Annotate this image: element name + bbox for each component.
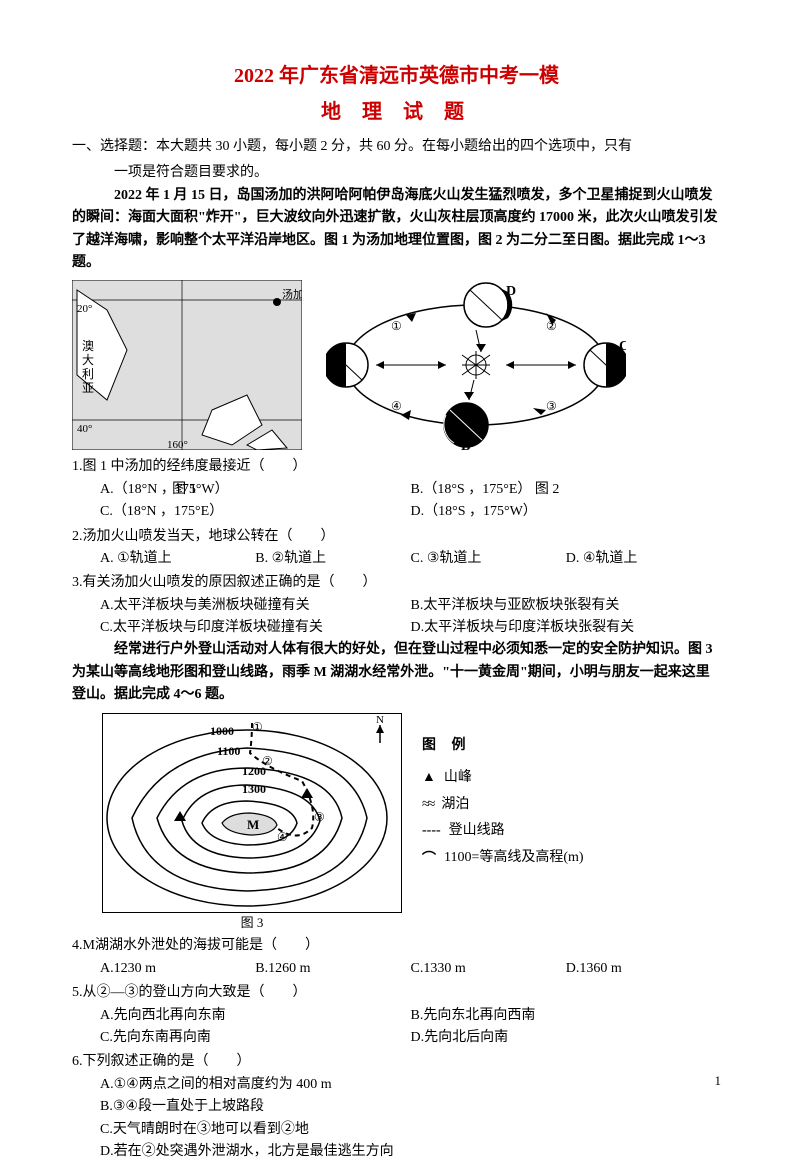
- q2-opt-c: C. ③轨道上: [411, 548, 566, 570]
- map-figure-1: 20° 40° 160° 澳 大 利 亚 汤加: [72, 280, 302, 450]
- q1-opt-d: D.（18°S ，175°W）: [411, 501, 722, 523]
- q4-opt-a: A.1230 m: [100, 958, 255, 980]
- question-1-options: A.（18°N ，175°W） 图 1 B.（18°S ，175°E） 图 2 …: [72, 479, 721, 524]
- q4-opt-b: B.1260 m: [255, 958, 410, 980]
- north-label: N: [376, 714, 384, 726]
- q5-opt-a: A.先向西北再向东南: [100, 1005, 411, 1027]
- legend-route: ---- 登山线路: [422, 818, 584, 845]
- q3-opt-d: D.太平洋板块与印度洋板块张裂有关: [411, 617, 722, 639]
- q2-opt-a: A. ①轨道上: [100, 548, 255, 570]
- q2-opt-b: B. ②轨道上: [255, 548, 410, 570]
- q2-opt-d: D. ④轨道上: [566, 548, 721, 570]
- lon-160-label: 160°: [167, 439, 188, 450]
- section-heading-cont: 一项是符合题目要求的。: [72, 162, 721, 184]
- route-pt-1: ①: [252, 720, 263, 734]
- label-M: M: [247, 817, 259, 832]
- figure-2: A B C D ① ② ③ ④: [326, 280, 626, 450]
- lat-40-label: 40°: [77, 423, 92, 435]
- contour-1300: 1300: [242, 782, 266, 796]
- triangle-icon: ▲: [422, 765, 436, 792]
- q1-opt-a: A.（18°N ，175°W） 图 1: [100, 479, 411, 501]
- q5-opt-d: D.先向北后向南: [411, 1027, 722, 1049]
- q4-opt-c: C.1330 m: [411, 958, 566, 980]
- label-D: D: [506, 284, 516, 299]
- fig1-caption-inline: 图 1: [169, 482, 197, 497]
- label-B: B: [461, 439, 470, 450]
- q3-opt-c: C.太平洋板块与印度洋板块碰撞有关: [100, 617, 411, 639]
- question-2-stem: 2.汤加火山喷发当天，地球公转在（ ）: [72, 526, 721, 548]
- q3-opt-a: A.太平洋板块与美洲板块碰撞有关: [100, 595, 411, 617]
- tonga-label: 汤加: [282, 287, 302, 301]
- orbit-figure-2: A B C D ① ② ③ ④: [326, 280, 626, 450]
- passage-1: 2022 年 1 月 15 日，岛国汤加的洪阿哈阿帕伊岛海底火山发生猛烈喷发，多…: [72, 185, 721, 275]
- route-pt-2: ②: [262, 754, 273, 768]
- exam-subtitle: 地 理 试 题: [72, 96, 721, 128]
- question-5-options: A.先向西北再向东南 B.先向东北再向西南 C.先向东南再向南 D.先向北后向南: [72, 1005, 721, 1050]
- figure-3-caption: 图 3: [102, 913, 402, 934]
- australia-label-3: 利: [82, 367, 94, 381]
- lake-icon: ≈≈: [422, 792, 433, 819]
- label-A: A: [326, 359, 337, 374]
- label-C: C: [619, 339, 626, 354]
- question-4-options: A.1230 m B.1260 m C.1330 m D.1360 m: [72, 958, 721, 980]
- section-heading: 一、选择题：本大题共 30 小题，每小题 2 分，共 60 分。在每小题给出的四…: [72, 136, 721, 158]
- question-6-options: A.①④两点之间的相对高度约为 400 m B.③④段一直处于上坡路段 C.天气…: [72, 1074, 721, 1163]
- q3-opt-b: B.太平洋板块与亚欧板块张裂有关: [411, 595, 722, 617]
- legend-box: 图 例 ▲ 山峰 ≈≈ 湖泊 ---- 登山线路 ⌒ 1100=等高线及高程(m…: [422, 733, 584, 872]
- q1-opt-c: C.（18°N ，175°E）: [100, 501, 411, 523]
- australia-label: 澳: [82, 339, 94, 353]
- legend-peak: ▲ 山峰: [422, 765, 584, 792]
- figure-3: M 1000 1100 1200 1300 ① ② ③ ④ N 图 3: [102, 713, 402, 934]
- legend-title: 图 例: [422, 733, 584, 760]
- q5-opt-b: B.先向东北再向西南: [411, 1005, 722, 1027]
- orbit-1: ①: [391, 319, 402, 333]
- q6-opt-d: D.若在②处突遇外泄湖水，北方是最佳逃生方向: [100, 1141, 721, 1163]
- figure-3-wrap: M 1000 1100 1200 1300 ① ② ③ ④ N 图 3 图 例 …: [102, 713, 721, 934]
- q6-opt-a: A.①④两点之间的相对高度约为 400 m: [100, 1074, 721, 1096]
- australia-label-4: 亚: [82, 381, 94, 395]
- page-number: 1: [715, 1071, 722, 1092]
- figure-1: 20° 40° 160° 澳 大 利 亚 汤加: [72, 280, 302, 450]
- contour-figure-3: M 1000 1100 1200 1300 ① ② ③ ④ N: [102, 713, 402, 913]
- route-pt-3: ③: [314, 810, 325, 824]
- lat-20-label: 20°: [77, 303, 92, 315]
- contour-1000: 1000: [210, 724, 234, 738]
- legend-lake: ≈≈ 湖泊: [422, 792, 584, 819]
- figures-row-1: 20° 40° 160° 澳 大 利 亚 汤加: [72, 280, 721, 450]
- q4-opt-d: D.1360 m: [566, 958, 721, 980]
- orbit-4: ④: [391, 399, 402, 413]
- australia-label-2: 大: [82, 353, 94, 367]
- question-3-options: A.太平洋板块与美洲板块碰撞有关 B.太平洋板块与亚欧板块张裂有关 C.太平洋板…: [72, 595, 721, 640]
- contour-line-icon: ⌒: [422, 845, 436, 872]
- orbit-3: ③: [546, 399, 557, 413]
- legend-contour: ⌒ 1100=等高线及高程(m): [422, 845, 584, 872]
- q6-opt-b: B.③④段一直处于上坡路段: [100, 1096, 721, 1118]
- contour-1100: 1100: [217, 744, 240, 758]
- question-6-stem: 6.下列叙述正确的是（ ）: [72, 1051, 721, 1073]
- question-2-options: A. ①轨道上 B. ②轨道上 C. ③轨道上 D. ④轨道上: [72, 548, 721, 570]
- question-5-stem: 5.从②—③的登山方向大致是（ ）: [72, 982, 721, 1004]
- q5-opt-c: C.先向东南再向南: [100, 1027, 411, 1049]
- passage-2: 经常进行户外登山活动对人体有很大的好处，但在登山过程中必须知悉一定的安全防护知识…: [72, 639, 721, 706]
- exam-title: 2022 年广东省清远市英德市中考一模: [72, 60, 721, 92]
- q1-opt-b: B.（18°S ，175°E） 图 2: [411, 479, 722, 501]
- route-pt-4: ④: [277, 830, 288, 844]
- question-3-stem: 3.有关汤加火山喷发的原因叙述正确的是（ ）: [72, 572, 721, 594]
- question-1-stem: 1.图 1 中汤加的经纬度最接近（ ）: [72, 456, 721, 478]
- dashed-line-icon: ----: [422, 818, 441, 845]
- question-4-stem: 4.M湖湖水外泄处的海拔可能是（ ）: [72, 935, 721, 957]
